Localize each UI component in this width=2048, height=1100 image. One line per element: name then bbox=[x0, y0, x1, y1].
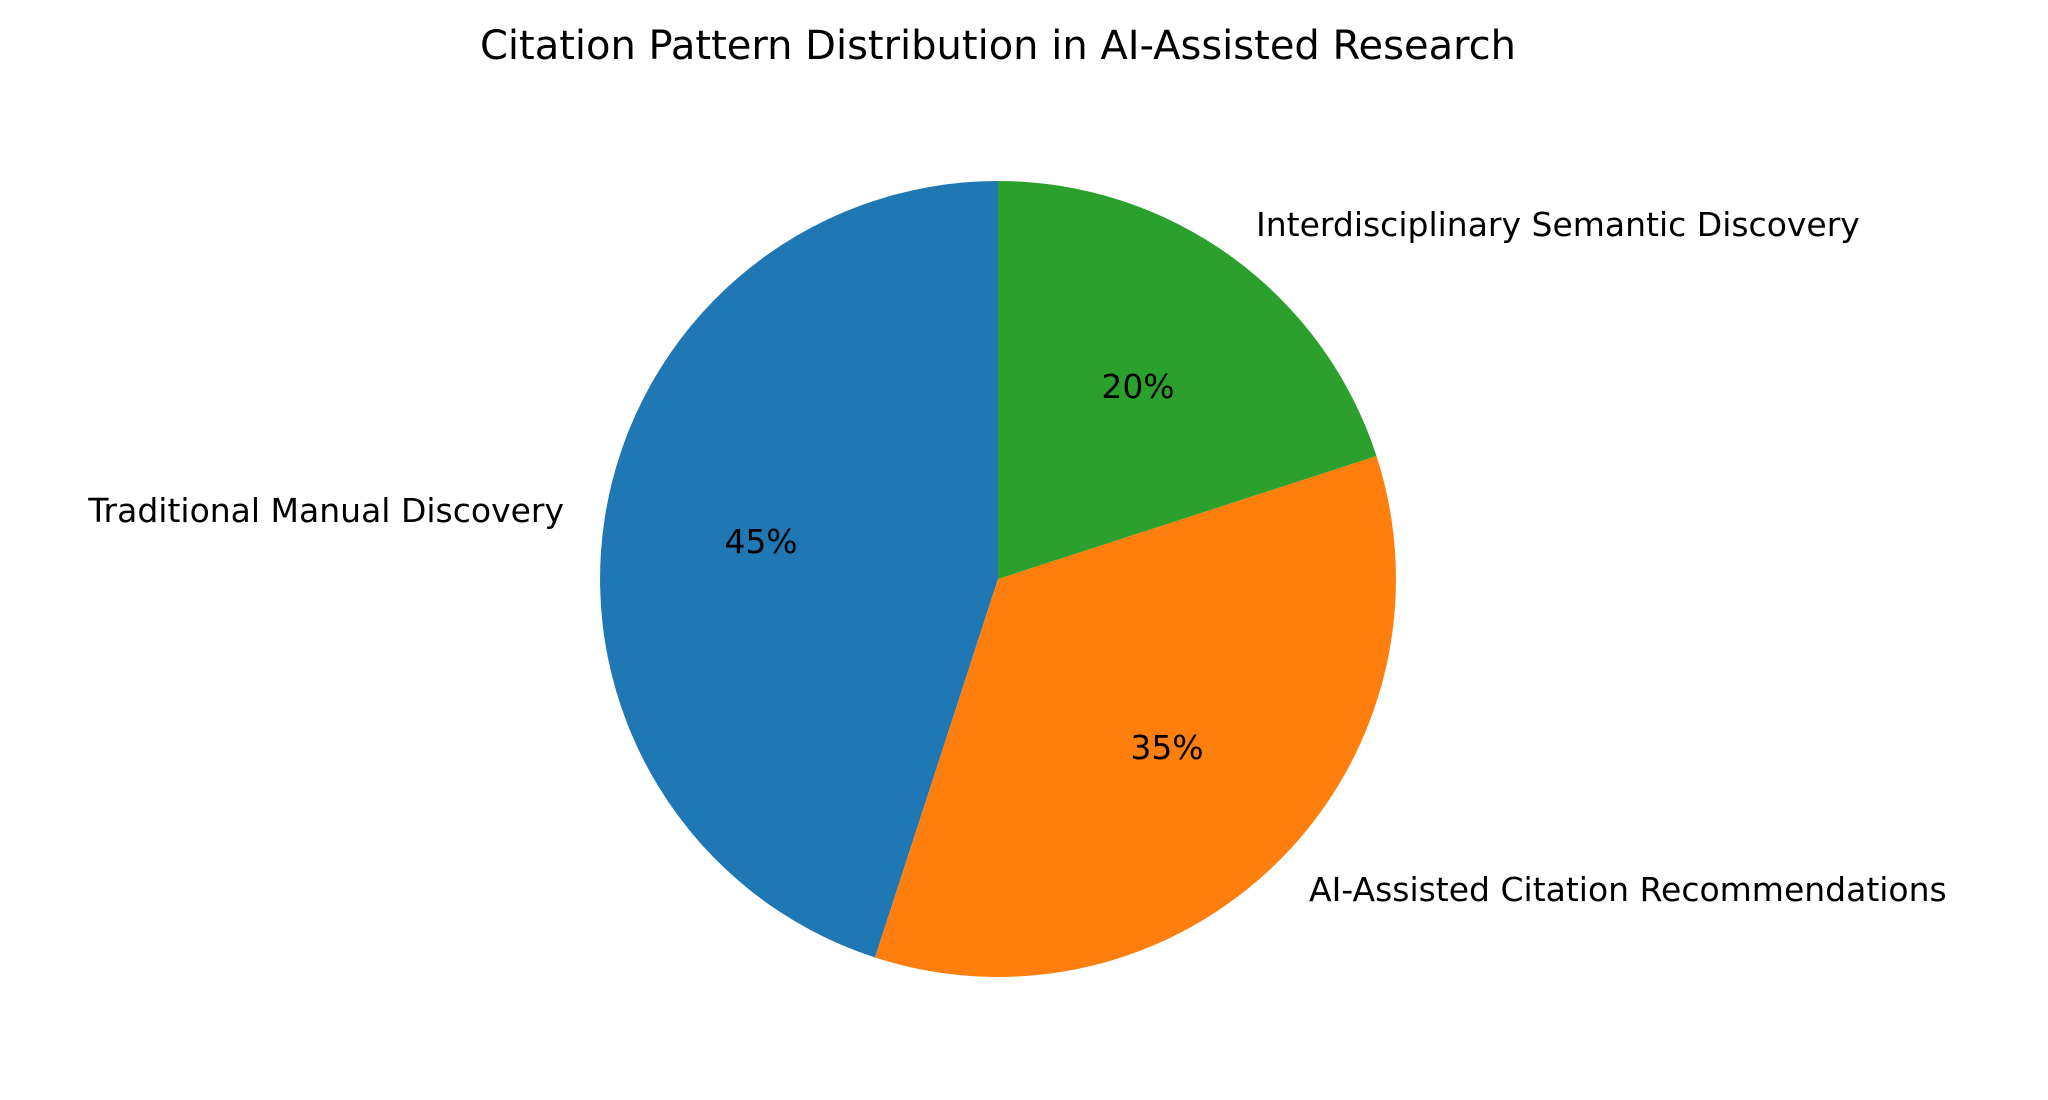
slice-interdisciplinary-semantic-discovery bbox=[998, 181, 1377, 579]
slice-pct-ai-assisted: 35% bbox=[1130, 728, 1204, 767]
slice-label-ai-assisted: AI-Assisted Citation Recommendations bbox=[1309, 870, 1947, 909]
slice-ai-assisted-citation-recommendations bbox=[875, 456, 1396, 977]
slice-pct-interdisciplinary: 20% bbox=[1101, 367, 1175, 406]
chart-title: Citation Pattern Distribution in AI-Assi… bbox=[479, 23, 1517, 69]
slice-traditional-manual-discovery bbox=[600, 181, 998, 958]
slice-label-interdisciplinary: Interdisciplinary Semantic Discovery bbox=[1256, 205, 1860, 244]
slice-pct-traditional: 45% bbox=[724, 522, 798, 561]
slice-label-traditional: Traditional Manual Discovery bbox=[88, 491, 564, 530]
